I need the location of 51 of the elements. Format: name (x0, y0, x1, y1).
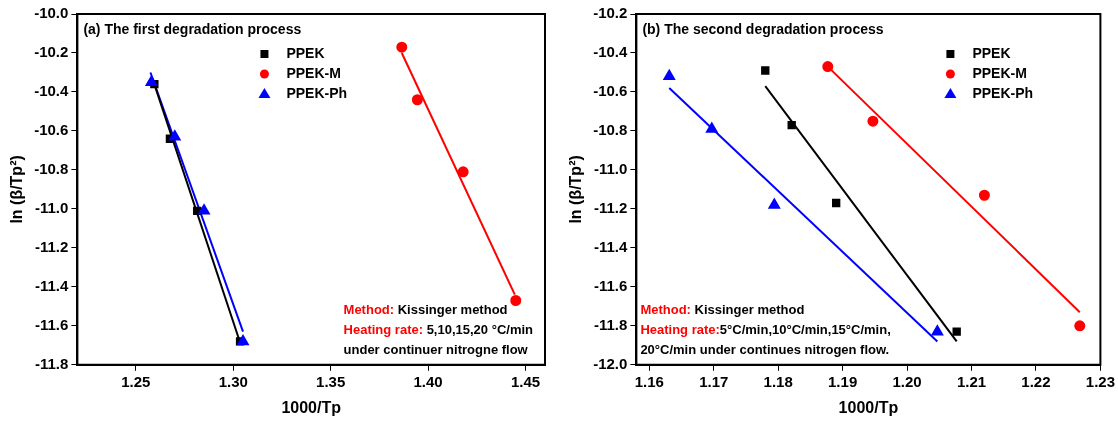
y-tick-label: -10.0 (34, 4, 69, 22)
annotation: under continuer nitrogne flow (343, 342, 529, 358)
x-tick-label: 1.35 (316, 372, 346, 390)
y-tick-label: -10.2 (593, 4, 628, 22)
annotation: Heating rate: 5,10,15,20 °C/min (343, 322, 534, 338)
y-tick-label: -10.4 (593, 43, 629, 61)
annotation: Method: Kissinger method (640, 302, 805, 318)
legend-label: PPEK (286, 44, 325, 61)
x-tick-label: 1.20 (892, 372, 922, 390)
legend-label: PPEK (972, 44, 1011, 61)
y-tick-label: -11.8 (594, 315, 628, 333)
y-tick-label: -11.6 (35, 315, 69, 333)
legend-label: PPEK-M (972, 64, 1027, 81)
y-tick-label: -10.6 (34, 121, 69, 139)
x-axis-title: 1000/Tp (838, 398, 899, 416)
x-tick-label: 1.21 (956, 372, 987, 390)
x-tick-label: 1.40 (413, 372, 443, 390)
x-tick-label: 1.16 (634, 372, 664, 390)
x-tick-label: 1.30 (218, 372, 248, 390)
y-tick-label: -12.0 (593, 354, 628, 372)
y-tick-label: -10.8 (593, 121, 628, 139)
y-tick-label: -11.0 (594, 160, 628, 178)
x-tick-label: 1.22 (1021, 372, 1051, 390)
legend-label: PPEK-Ph (972, 84, 1034, 101)
y-tick-label: -11.2 (594, 199, 628, 217)
x-axis-title: 1000/Tp (281, 398, 342, 416)
x-tick-label: 1.45 (510, 372, 541, 390)
x-tick-label: 1.18 (763, 372, 793, 390)
y-tick-label: -10.2 (34, 43, 69, 61)
x-tick-label: 1.17 (699, 372, 729, 390)
y-tick-label: -10.6 (593, 82, 628, 100)
annotation: Heating rate:5°C/min,10°C/min,15°C/min, (640, 322, 891, 338)
y-axis-title: ln (β/Tp²) (8, 155, 26, 224)
x-tick-label: 1.25 (121, 372, 151, 390)
y-tick-label: -11.4 (35, 276, 70, 294)
y-tick-label: -11.8 (35, 354, 69, 372)
y-tick-label: -11.4 (594, 238, 629, 256)
x-tick-label: 1.19 (828, 372, 858, 390)
annotation: 20°C/min under continues nitrogen flow. (640, 342, 890, 358)
x-tick-label: 1.23 (1085, 372, 1115, 390)
annotation: Method: Kissinger method (343, 302, 508, 318)
legend-label: PPEK-Ph (286, 84, 348, 101)
text: (b) The second degradation process (642, 20, 884, 37)
y-tick-label: -10.4 (34, 82, 70, 100)
y-tick-label: -10.8 (34, 160, 69, 178)
y-axis-title: ln (β/Tp²) (567, 155, 585, 224)
y-tick-label: -11.0 (35, 199, 69, 217)
text: (a) The first degradation process (83, 20, 302, 37)
legend-label: PPEK-M (286, 64, 341, 81)
y-tick-label: -11.2 (35, 238, 69, 256)
y-tick-label: -11.6 (594, 276, 628, 294)
